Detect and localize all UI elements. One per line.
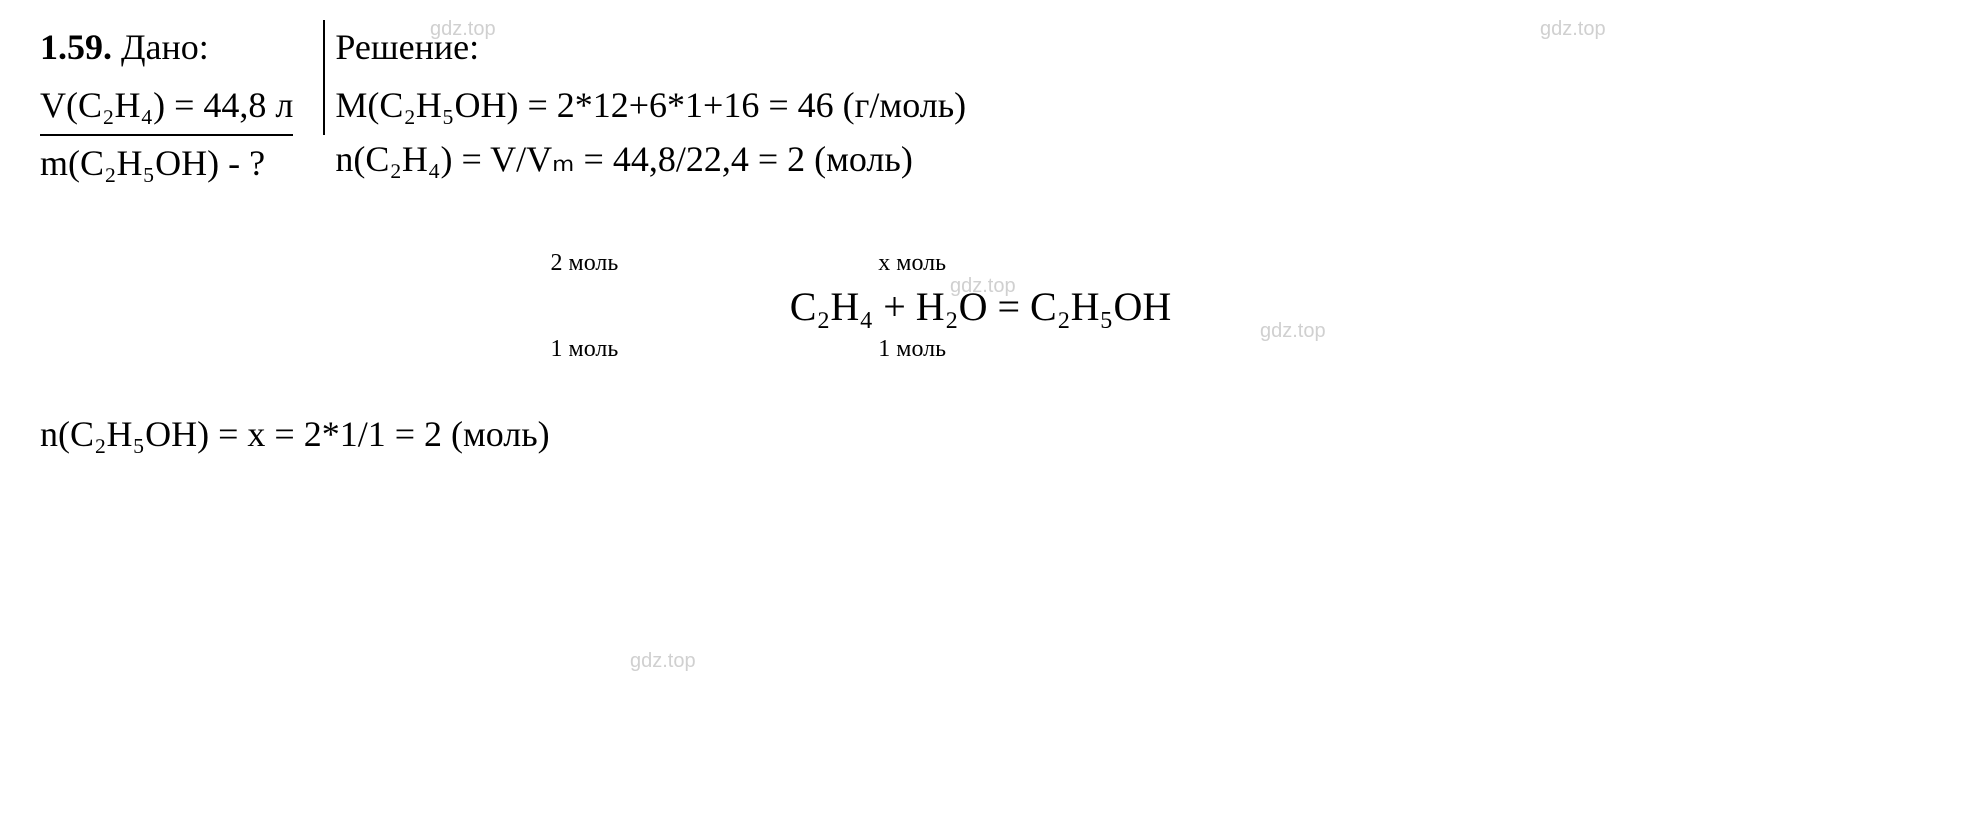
watermark-text: gdz.top [630, 650, 696, 673]
top-section: 1.59. Дано: V(C₂H₄) = 44,8 л m(C₂H₅OH) -… [40, 20, 1921, 190]
equation-bottom-annotation: 1 моль 1 моль [531, 336, 1431, 363]
annotation-top-left: 2 моль [551, 250, 619, 277]
final-answer: n(C₂H₅OH) = x = 2*1/1 = 2 (моль) [40, 413, 1921, 455]
given-block: 1.59. Дано: V(C₂H₄) = 44,8 л m(C₂H₅OH) -… [40, 20, 313, 190]
solution-moles: n(C₂H₄) = V/Vₘ = 44,8/22,4 = 2 (моль) [335, 132, 966, 186]
equation-section: 2 моль х моль C₂H₄ + H₂O = C₂H₅OH 1 моль… [531, 250, 1431, 363]
given-header-line: 1.59. Дано: [40, 20, 293, 74]
equation-top-annotation: 2 моль х моль [531, 250, 1431, 277]
solution-block: Решение: M(C₂H₅OH) = 2*12+6*1+16 = 46 (г… [335, 20, 966, 186]
given-line-mass: m(C₂H₅OH) - ? [40, 136, 293, 190]
annotation-bottom-left: 1 моль [551, 336, 619, 363]
annotation-bottom-right: 1 моль [878, 336, 946, 363]
solution-molar-mass: M(C₂H₅OH) = 2*12+6*1+16 = 46 (г/моль) [335, 78, 966, 132]
solution-label: Решение: [335, 20, 966, 74]
equation-formula: C₂H₄ + H₂O = C₂H₅OH [531, 283, 1431, 330]
given-line-volume: V(C₂H₄) = 44,8 л [40, 78, 293, 136]
problem-number: 1.59. [40, 27, 112, 67]
given-label: Дано: [121, 27, 209, 67]
annotation-top-right: х моль [878, 250, 946, 277]
vertical-divider [323, 20, 325, 135]
